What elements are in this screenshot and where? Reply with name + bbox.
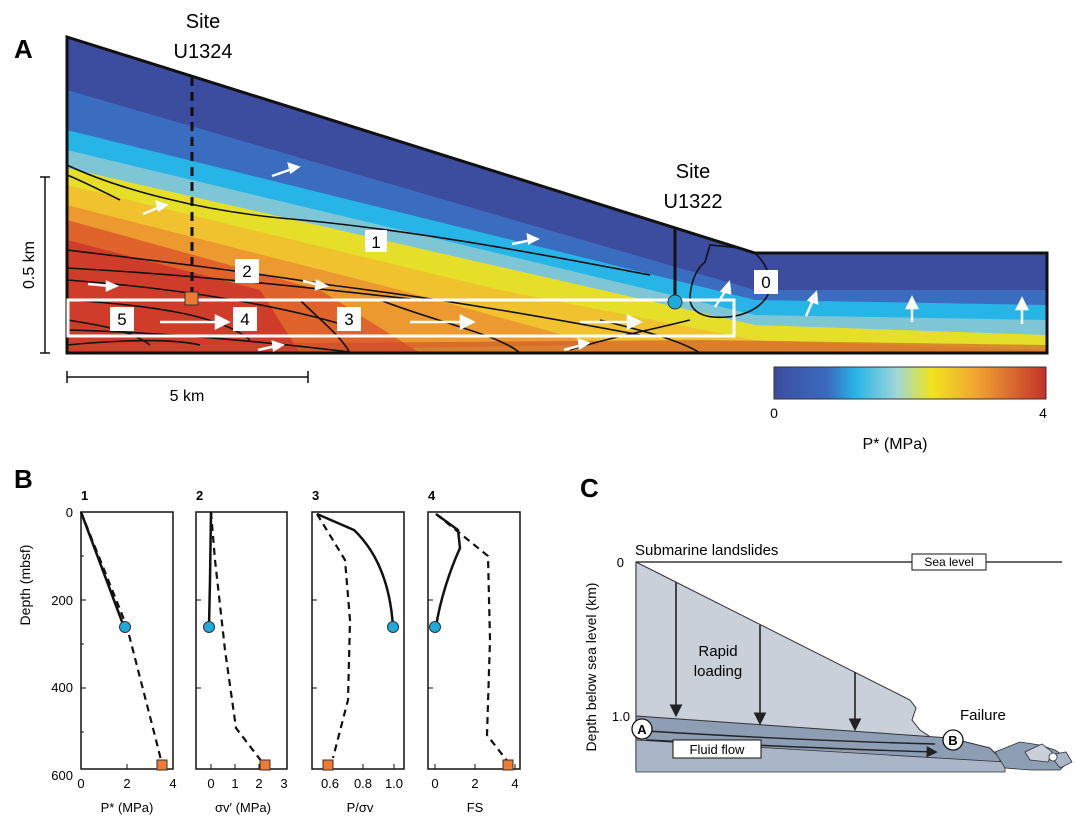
loading-arrows [669,582,862,732]
contour-label-5: 5 [117,310,126,329]
horizontal-scale-label: 5 km [170,388,205,405]
contour-label-1: 1 [371,233,380,252]
overburden-wedge [635,561,934,743]
site-u1322-marker [667,294,683,310]
plot-3-xtick-1: 0.8 [354,776,372,791]
rapid-loading-line1: Rapid [698,643,737,660]
colorbar [773,366,1047,400]
vertical-scale-label: 0.5 km [21,241,38,289]
plot-1-xtick-1: 2 [123,776,130,791]
contour-label-0: 0 [761,273,770,292]
panel-c: C Sea level Submarine landslides 0 1.0 D… [580,473,1073,773]
panel-c-ylabel: Depth below sea level (km) [583,583,599,752]
panel-b: B Depth (mbsf) 0 200 400 600 1 0 2 4 P* … [14,464,521,815]
plot-3-xtick-2: 1.0 [385,776,403,791]
plot-2-number: 2 [196,488,203,503]
plot-4-xtick-1: 2 [471,776,478,791]
colorbar-label: P* (MPa) [863,436,928,453]
plot-1: 1 0 2 4 P* (MPa) [77,488,176,815]
marker-b [942,729,964,751]
panel-a: A [14,11,1049,453]
panel-c-title: Submarine landslides [635,542,778,559]
panel-c-ytick-0: 0 [617,555,624,570]
fluid-flow-label: Fluid flow [690,742,746,757]
site-u1322-label-2: U1322 [664,191,723,213]
panel-c-ytick-1: 1.0 [612,709,630,724]
horizontal-scale-bar [66,371,309,383]
plot-4-xtick-2: 4 [511,776,518,791]
ytick-0: 0 [66,505,73,520]
contour-label-2: 2 [242,262,251,281]
plot-4: 4 0 2 4 FS [427,488,521,815]
failure-label: Failure [960,707,1006,724]
plot-2-xtick-2: 2 [255,776,262,791]
fluid-flow-box [672,739,762,759]
plot-1-xtick-0: 0 [77,776,84,791]
rapid-loading-line2: loading [694,663,742,680]
plot-2-xtick-3: 3 [280,776,287,791]
sea-level-label: Sea level [924,555,973,569]
sea-level-box [911,553,987,571]
contour-label-boxes: 1 2 3 4 5 0 [110,230,778,331]
marker-a-label: A [637,722,647,737]
landslide-debris [994,741,1073,771]
site-u1324-label-1: Site [186,11,220,33]
site-u1324-label-2: U1324 [174,41,233,63]
panel-b-ylabel: Depth (mbsf) [17,545,33,626]
plot-1-number: 1 [81,488,88,503]
plot-2-xtick-0: 0 [207,776,214,791]
site-u1322-label-1: Site [676,161,710,183]
plot-1-xlabel: P* (MPa) [101,800,154,815]
panel-c-letter: C [580,473,599,503]
ytick-200: 200 [51,593,73,608]
contour-label-3: 3 [344,310,353,329]
plot-3: 3 0.6 0.8 1.0 P/σv [311,488,405,815]
plot-2-xlabel: σv′ (MPa) [215,800,271,815]
plot-4-xlabel: FS [467,800,484,815]
panel-a-letter: A [14,34,33,64]
plot-1-xtick-2: 4 [169,776,176,791]
plot-3-number: 3 [312,488,319,503]
panel-b-letter: B [14,464,33,494]
site-u1324-marker [184,291,199,306]
contour-label-4: 4 [240,310,249,329]
ytick-600: 600 [51,768,73,783]
colorbar-max: 4 [1039,405,1047,421]
flow-arrows [87,162,1030,353]
plot-2: 2 0 1 2 3 σv′ (MPa) [195,488,288,815]
marker-a [631,718,653,740]
marker-b-label: B [948,733,957,748]
plot-4-xtick-0: 0 [431,776,438,791]
vertical-scale-bar [40,176,50,354]
plot-4-number: 4 [428,488,436,503]
plot-3-xlabel: P/σv [347,800,374,815]
colorbar-min: 0 [770,405,778,421]
plot-2-xtick-1: 1 [231,776,238,791]
ytick-400: 400 [51,680,73,695]
flow-path-box [66,298,736,338]
plot-3-xtick-0: 0.6 [321,776,339,791]
